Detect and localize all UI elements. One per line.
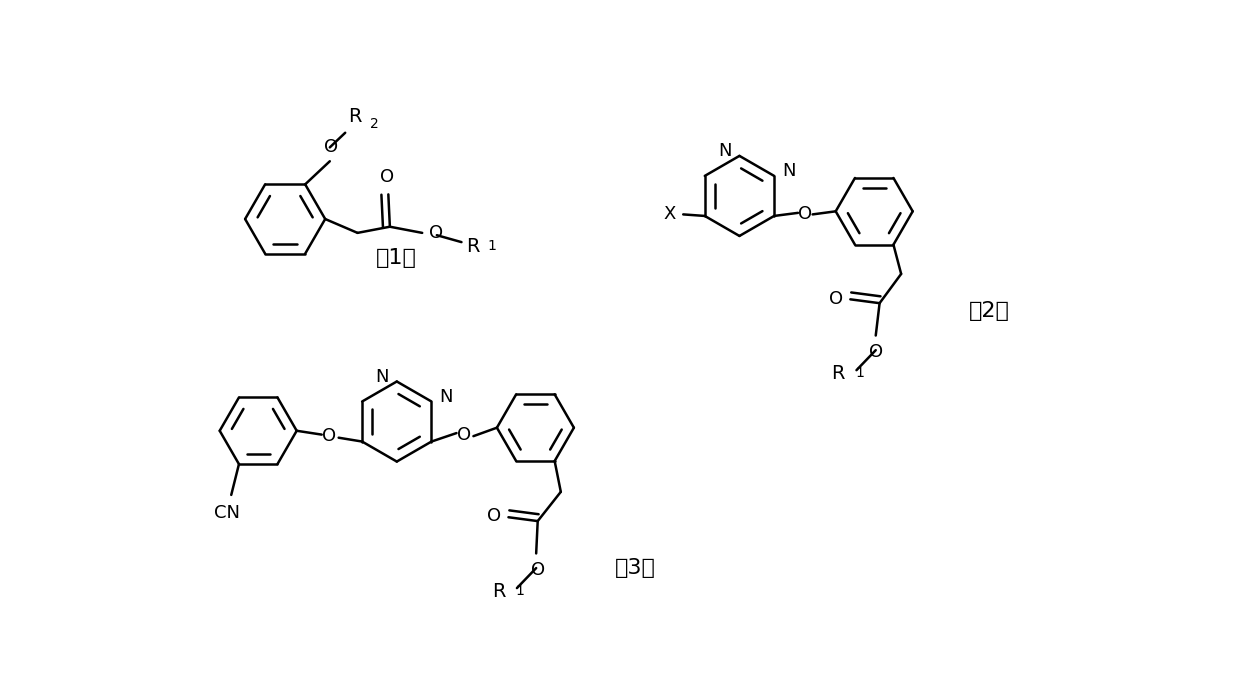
Text: O: O — [429, 224, 443, 242]
Text: R: R — [492, 582, 506, 600]
Text: （3）: （3） — [615, 558, 656, 578]
Text: （2）: （2） — [970, 301, 1011, 322]
Text: 1: 1 — [854, 366, 864, 380]
Text: O: O — [486, 507, 501, 525]
Text: X: X — [663, 206, 676, 223]
Text: O: O — [325, 138, 339, 156]
Text: N: N — [782, 163, 795, 180]
Text: 1: 1 — [516, 584, 525, 598]
Text: （1）: （1） — [377, 247, 417, 268]
Text: R: R — [348, 107, 362, 126]
Text: 2: 2 — [370, 117, 378, 131]
Text: R: R — [466, 237, 480, 256]
Text: N: N — [376, 368, 389, 386]
Text: O: O — [381, 168, 394, 186]
Text: O: O — [869, 344, 884, 361]
Text: O: O — [828, 290, 843, 307]
Text: N: N — [439, 388, 453, 406]
Text: O: O — [322, 427, 336, 445]
Text: R: R — [832, 364, 844, 382]
Text: O: O — [797, 205, 812, 223]
Text: O: O — [458, 426, 471, 444]
Text: CN: CN — [215, 504, 241, 522]
Text: 1: 1 — [487, 239, 496, 253]
Text: N: N — [718, 142, 732, 161]
Text: O: O — [531, 561, 544, 579]
